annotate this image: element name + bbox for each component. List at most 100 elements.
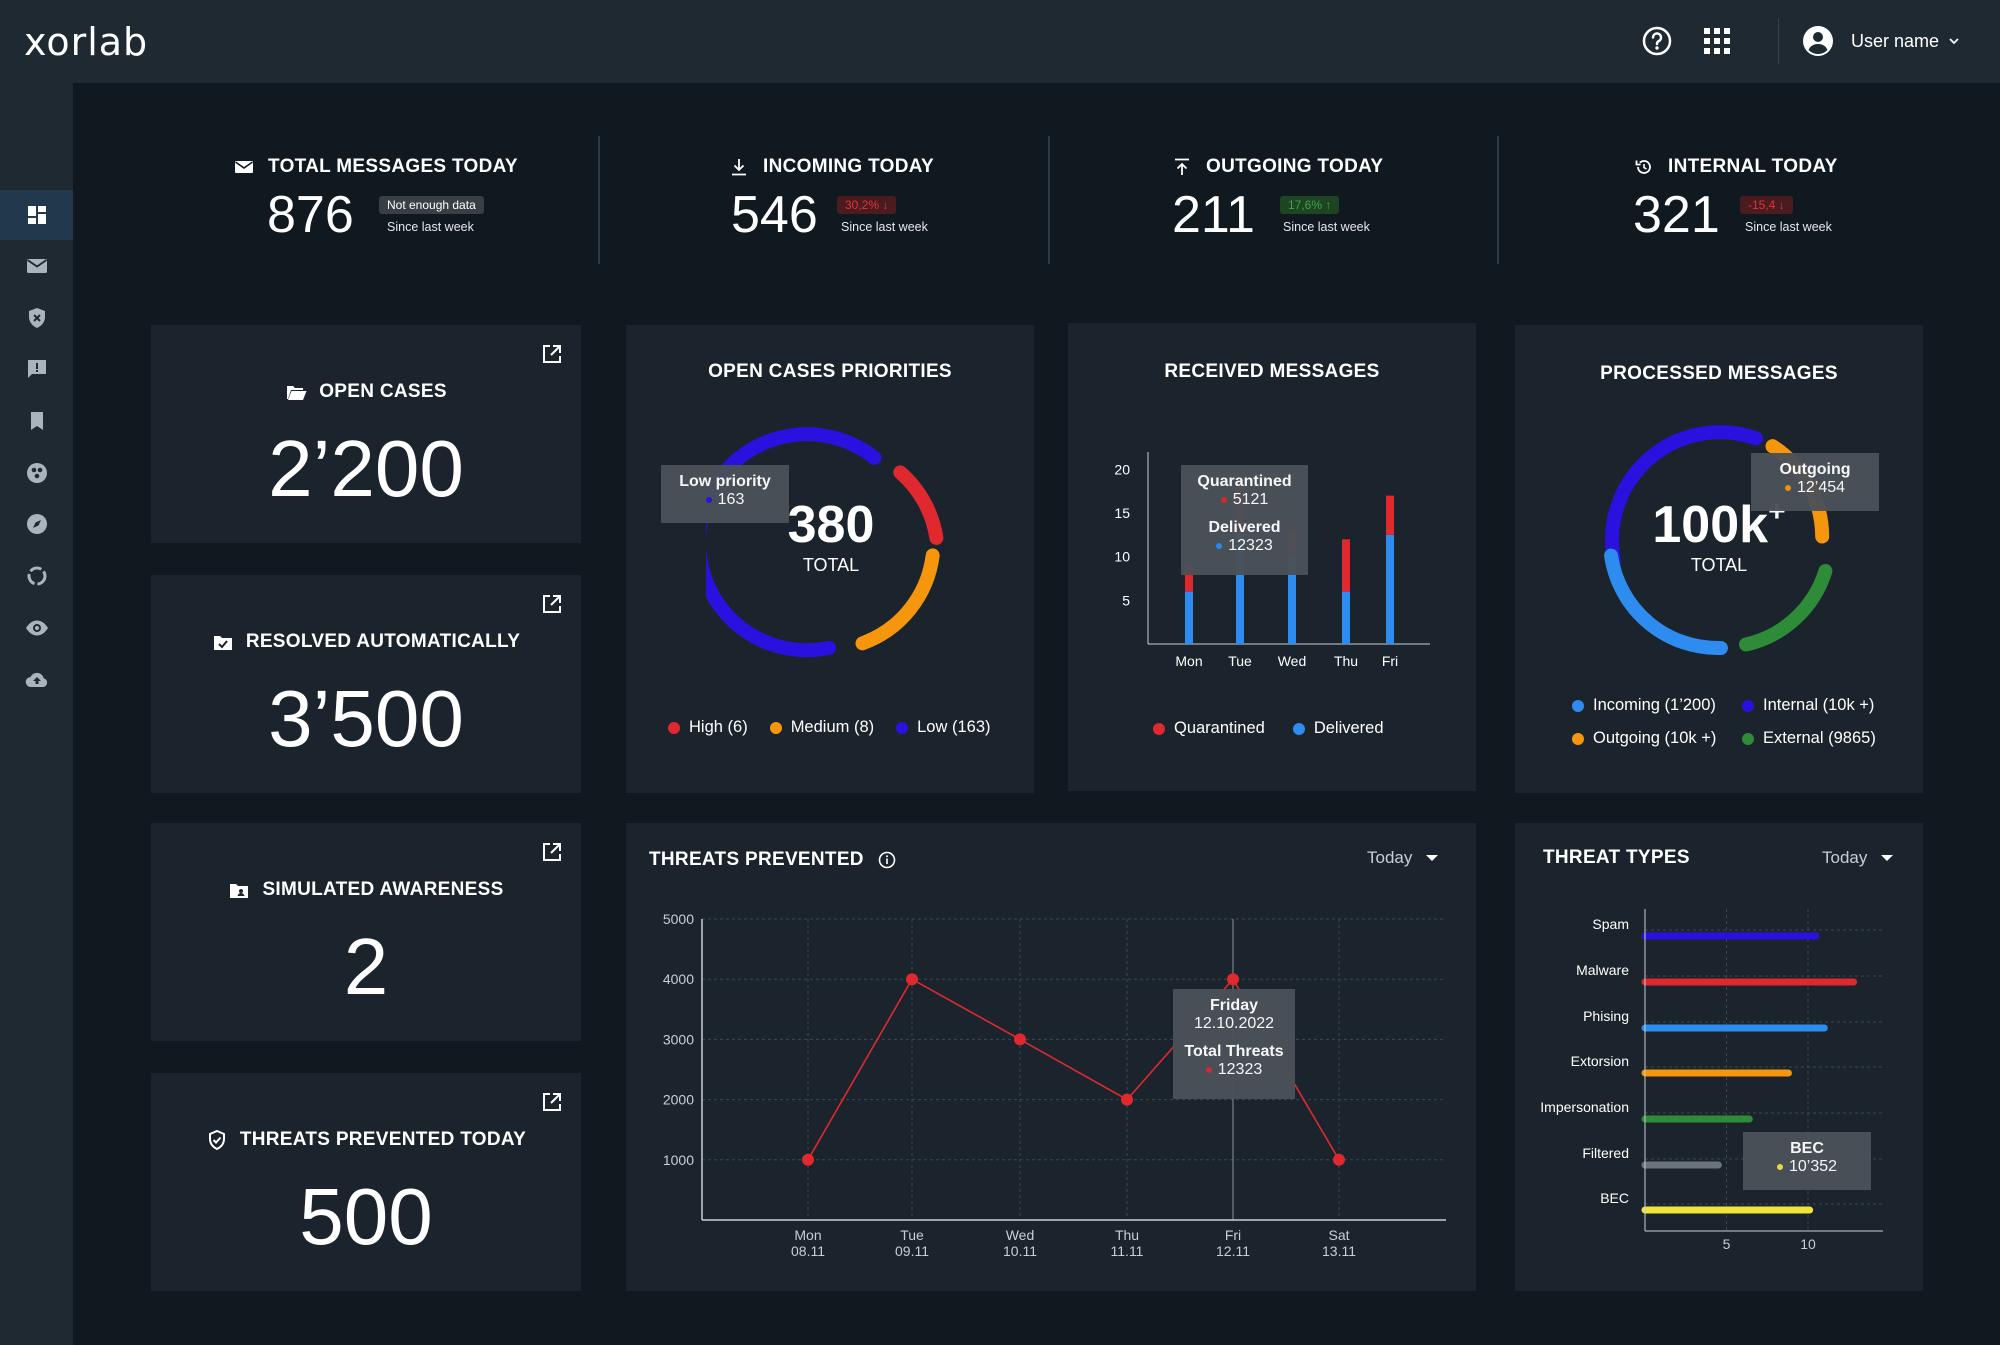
donut-segment-low[interactable] <box>706 427 882 658</box>
top-bar: xorlab User name <box>0 0 2000 83</box>
compass-icon <box>26 514 47 534</box>
threats-period-dropdown[interactable]: Today <box>1367 848 1439 868</box>
x-tick-label: Thu <box>1115 1227 1139 1243</box>
threat-types-period-dropdown[interactable]: Today <box>1822 848 1894 868</box>
tooltip-value: 10’352 <box>1788 1158 1838 1175</box>
donut-segment-external[interactable] <box>1739 564 1833 652</box>
kpi-separator <box>1497 136 1499 264</box>
x-tick-label: 5 <box>1723 1236 1731 1252</box>
bar-delivered <box>1185 591 1193 644</box>
legend-item-low[interactable]: Low (163) <box>896 718 991 737</box>
kpi-value: 211 <box>1172 186 1255 244</box>
sidebar-item-security[interactable] <box>0 293 73 343</box>
sidebar-item-upload[interactable] <box>0 655 73 705</box>
threats-prevented-today-card[interactable]: THREATS PREVENTED TODAY 500 <box>151 1073 581 1291</box>
help-icon[interactable] <box>1641 25 1673 57</box>
legend-item-outgoing[interactable]: Outgoing (10k +) <box>1572 729 1742 748</box>
kpi-badge: 30,2% ↓ <box>837 196 897 214</box>
open-external-icon[interactable] <box>541 343 563 365</box>
tooltip-label: Delivered <box>1208 519 1281 536</box>
open-cases-card[interactable]: OPEN CASES 2’200 <box>151 325 581 543</box>
sidebar-item-explore[interactable] <box>0 499 73 549</box>
resolved-automatically-card[interactable]: RESOLVED AUTOMATICALLY 3’500 <box>151 575 581 793</box>
open-external-icon[interactable] <box>541 593 563 615</box>
sidebar-item-monitoring[interactable] <box>0 603 73 653</box>
x-tick-label: Mon <box>1175 653 1202 669</box>
legend-item-external[interactable]: External (9865) <box>1742 729 1892 748</box>
legend-item-medium[interactable]: Medium (8) <box>769 718 874 737</box>
kpi-separator <box>1048 136 1050 264</box>
legend-dot <box>1205 1067 1212 1073</box>
download-icon <box>732 159 746 176</box>
bar-delivered <box>1386 534 1394 644</box>
x-tick-label: Thu <box>1334 653 1358 669</box>
folder-open-icon <box>287 386 307 400</box>
received-tooltip: Quarantined 5121 Delivered 12323 <box>1181 465 1308 575</box>
info-icon[interactable] <box>878 851 896 869</box>
user-avatar-icon[interactable] <box>1802 25 1834 57</box>
kpi-badge: 17,6% ↑ <box>1280 196 1340 214</box>
apps-grid-icon[interactable] <box>1704 28 1730 54</box>
folder-shared-icon <box>230 884 249 898</box>
upload-icon <box>1175 158 1189 175</box>
kpi-value: 546 <box>731 186 818 244</box>
kpi-since: Since last week <box>841 220 928 234</box>
received-messages-card: RECEIVED MESSAGES 5 10 15 20 Mon Tue Wed Thu Fri… <box>1068 323 1476 791</box>
sidebar-item-bookmarks[interactable] <box>0 396 73 446</box>
x-tick-date: 10.11 <box>1003 1243 1037 1259</box>
legend-item-internal[interactable]: Internal (10k +) <box>1742 696 1892 715</box>
legend-dot <box>1572 732 1584 745</box>
donut-segment-medium[interactable] <box>855 548 940 651</box>
kpi-title: INCOMING TODAY <box>763 156 934 177</box>
threats-prevented-card: THREATS PREVENTED Today 1000 2000 3000 4000… <box>626 823 1476 1291</box>
kpi-incoming: INCOMING TODAY 546 30,2% ↓ Since last we… <box>725 130 1025 265</box>
sidebar-item-analytics[interactable] <box>0 551 73 601</box>
x-tick-label: Tue <box>900 1227 924 1243</box>
user-name[interactable]: User name <box>1851 31 1940 51</box>
y-tick-label: Filtered <box>1582 1145 1629 1161</box>
x-tick-label: Sat <box>1328 1227 1349 1243</box>
open-external-icon[interactable] <box>541 841 563 863</box>
legend-dot <box>1776 1164 1783 1170</box>
chevron-down-icon[interactable] <box>1947 34 1961 48</box>
x-tick-label: Fri <box>1225 1227 1241 1243</box>
open-external-icon[interactable] <box>541 1091 563 1113</box>
open-cases-priorities-card: OPEN CASES PRIORITIES 380 TOTAL Low prio… <box>626 325 1034 793</box>
tooltip-day: Friday <box>1209 997 1258 1014</box>
sidebar <box>0 83 73 1345</box>
app-logo[interactable]: xorlab <box>24 20 149 64</box>
kpi-internal: INTERNAL TODAY 321 -15,4 ↓ Since last we… <box>1630 130 1930 265</box>
kpi-value: 321 <box>1633 186 1720 244</box>
legend-label: Outgoing (10k +) <box>1593 729 1717 747</box>
donut-segment-internal[interactable] <box>1605 425 1763 569</box>
legend-item-quarantined[interactable]: Quarantined <box>1153 719 1265 738</box>
simulated-awareness-card[interactable]: SIMULATED AWARENESS 2 <box>151 823 581 1041</box>
legend-item-high[interactable]: High (6) <box>668 718 748 737</box>
legend-dot <box>705 497 712 503</box>
x-tick-label: Wed <box>1278 653 1307 669</box>
x-tick-date: 12.11 <box>1216 1243 1250 1259</box>
donut-segment-high[interactable] <box>893 465 944 545</box>
donut-segment-incoming[interactable] <box>1604 548 1728 656</box>
cloud-upload-icon <box>25 672 47 688</box>
kpi-separator <box>598 136 600 264</box>
legend-item-incoming[interactable]: Incoming (1’200) <box>1572 696 1742 715</box>
kpi-total-messages: TOTAL MESSAGES TODAY 876 Not enough data… <box>230 130 590 265</box>
sidebar-item-dashboard[interactable] <box>0 190 73 240</box>
y-tick-label: 20 <box>1114 461 1130 477</box>
dropdown-value: Today <box>1822 848 1868 867</box>
priorities-tooltip: Low priority 163 <box>661 465 789 523</box>
dropdown-value: Today <box>1367 848 1413 867</box>
tooltip-value: 12’454 <box>1796 479 1846 496</box>
kpi-outgoing: OUTGOING TODAY 211 17,6% ↑ Since last we… <box>1168 130 1468 265</box>
y-tick-label: Extorsion <box>1571 1053 1629 1069</box>
tooltip-date: 12.10.2022 <box>1193 1015 1275 1032</box>
legend-dot <box>1216 543 1223 549</box>
legend-item-delivered[interactable]: Delivered <box>1292 719 1384 738</box>
sidebar-item-reports[interactable] <box>0 344 73 394</box>
y-tick-label: Spam <box>1592 916 1629 932</box>
sidebar-item-messages[interactable] <box>0 241 73 291</box>
y-tick-label: 5000 <box>663 911 694 927</box>
report-icon <box>27 360 46 378</box>
sidebar-item-training[interactable] <box>0 448 73 498</box>
